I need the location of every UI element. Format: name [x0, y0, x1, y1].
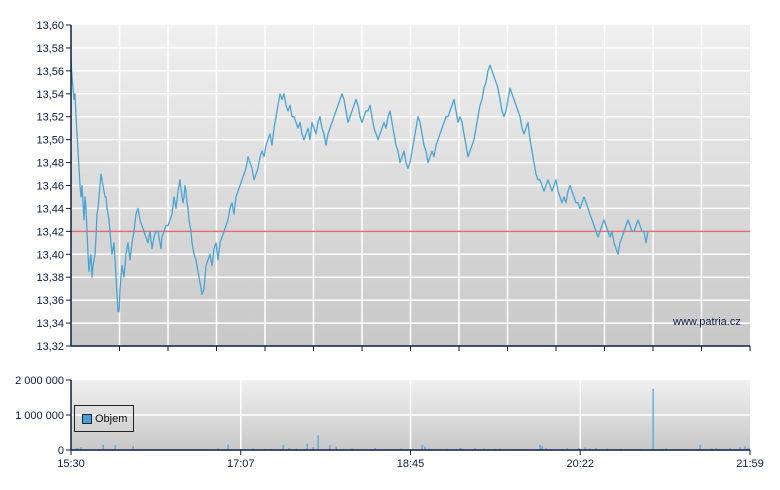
volume-bar	[227, 444, 229, 450]
volume-grid	[71, 380, 750, 450]
price-tick-label: 13,58	[36, 43, 64, 55]
volume-bar	[739, 447, 741, 450]
volume-tick-label: 1 000 000	[15, 410, 64, 422]
price-line	[70, 59, 649, 313]
volume-bar	[747, 447, 749, 450]
price-tick-label: 13,60	[36, 20, 64, 32]
volume-bar	[421, 444, 423, 450]
legend-swatch-icon	[82, 413, 92, 424]
volume-bar	[114, 445, 116, 450]
volume-bar	[77, 447, 79, 450]
price-tick-label: 13,38	[36, 272, 64, 284]
time-tick-label: 20:22	[566, 458, 594, 470]
time-tick-label: 18:45	[397, 458, 425, 470]
volume-bar	[699, 444, 701, 450]
volume-bar	[335, 446, 337, 450]
volume-tick-label: 0	[58, 445, 64, 457]
volume-bar	[539, 444, 541, 450]
volume-bar	[288, 447, 290, 450]
volume-bar	[306, 443, 308, 450]
price-tick-label: 13,42	[36, 226, 64, 238]
volume-bar	[729, 447, 731, 450]
volume-bar	[652, 388, 654, 450]
legend-label: Objem	[95, 412, 128, 425]
watermark: www.patria.cz	[673, 316, 741, 328]
volume-bar	[75, 448, 77, 450]
volume-bar	[545, 447, 547, 450]
price-tick-label: 13,40	[36, 249, 64, 261]
volume-bar	[374, 447, 376, 450]
price-tick-label: 13,34	[36, 318, 64, 330]
volume-bar	[102, 444, 104, 450]
volume-bar	[541, 445, 543, 450]
price-tick-label: 13,46	[36, 181, 64, 193]
volume-bar	[282, 445, 284, 450]
price-tick-label: 13,54	[36, 89, 64, 101]
volume-bar	[317, 435, 319, 450]
volume-bar	[584, 447, 586, 450]
volume-legend: Objem	[74, 405, 134, 432]
axis-labels: 13,60 13,58 13,56 13,54 13,52 13,50 13,48 13,46…	[15, 20, 764, 470]
price-tick-label: 13,32	[36, 341, 64, 353]
price-tick-label: 13,56	[36, 66, 64, 78]
time-tick-label: 15:30	[57, 458, 85, 470]
volume-bar	[744, 446, 746, 450]
time-tick-label: 21:59	[736, 458, 764, 470]
volume-bar	[566, 448, 568, 450]
price-tick-label: 13,36	[36, 295, 64, 307]
price-tick-label: 13,48	[36, 158, 64, 170]
axes	[66, 24, 751, 455]
volume-bar	[312, 447, 314, 450]
price-tick-label: 13,52	[36, 112, 64, 124]
volume-bar	[578, 447, 580, 450]
volume-bar	[329, 445, 331, 450]
price-tick-label: 13,44	[36, 203, 64, 215]
volume-bar	[132, 445, 134, 450]
volume-bar	[715, 448, 717, 450]
volume-bar	[459, 447, 461, 450]
volume-bar	[80, 447, 82, 450]
volume-tick-label: 2 000 000	[15, 375, 64, 387]
price-tick-label: 13,50	[36, 135, 64, 147]
volume-bar	[595, 447, 597, 450]
volume-bar	[424, 446, 426, 450]
volume-bar	[474, 448, 476, 450]
time-tick-label: 17:07	[227, 458, 255, 470]
